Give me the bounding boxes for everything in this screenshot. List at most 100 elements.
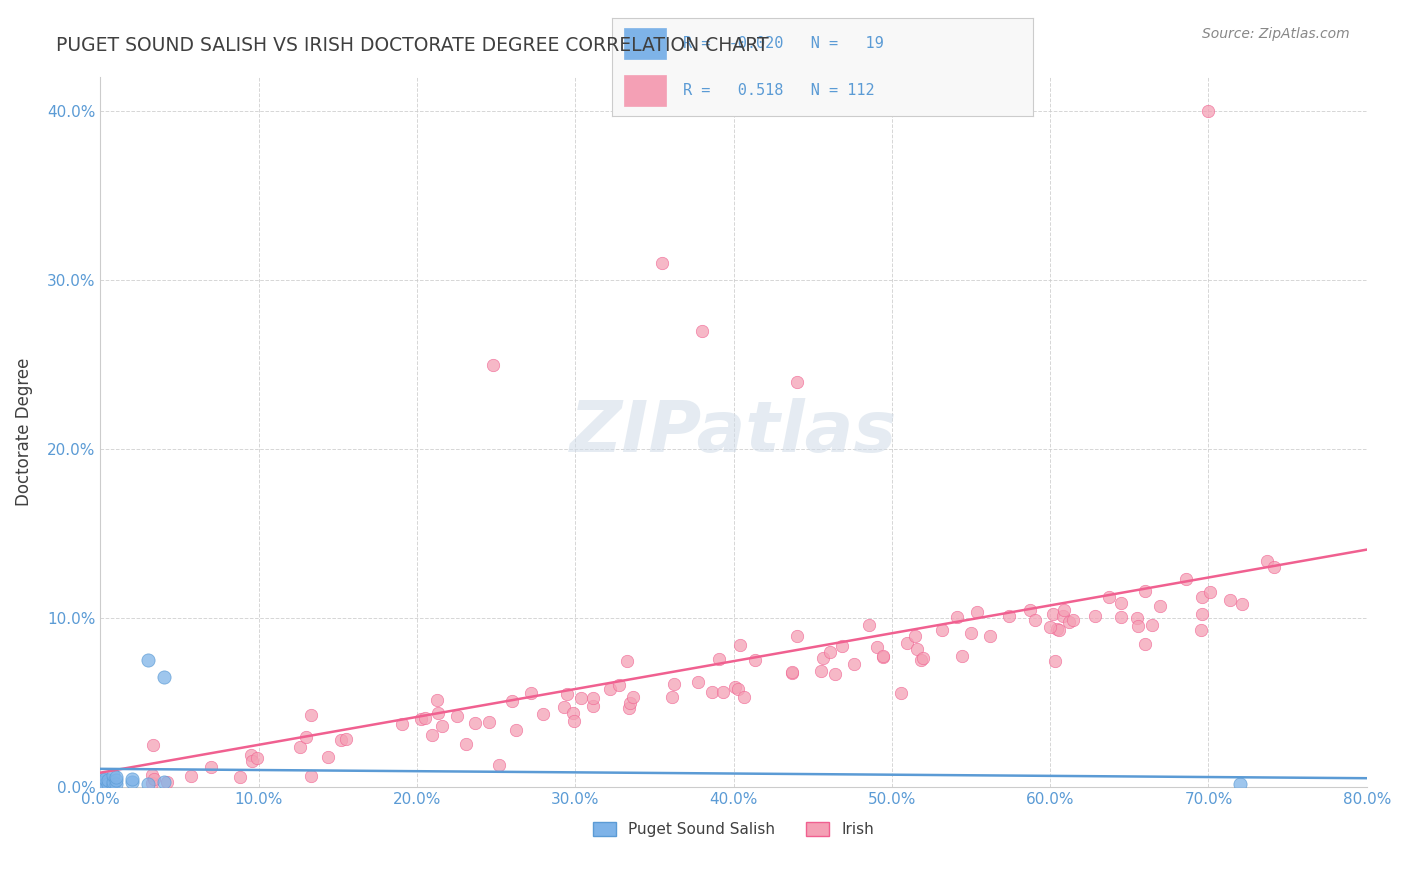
Point bbox=[1039, 619, 1062, 633]
Text: R =   0.518   N = 112: R = 0.518 N = 112 bbox=[683, 83, 875, 98]
Point bbox=[482, 358, 505, 372]
Point bbox=[818, 645, 841, 659]
Point bbox=[1133, 584, 1156, 599]
Point bbox=[662, 677, 685, 691]
Point bbox=[520, 686, 543, 700]
Point bbox=[1175, 572, 1198, 586]
Point bbox=[858, 618, 880, 632]
Point bbox=[90, 772, 112, 786]
Legend: Puget Sound Salish, Irish: Puget Sound Salish, Irish bbox=[588, 816, 880, 843]
Point bbox=[432, 719, 454, 733]
Point bbox=[1098, 590, 1121, 604]
Point bbox=[555, 687, 578, 701]
Point bbox=[246, 750, 269, 764]
Point bbox=[94, 777, 117, 791]
Point bbox=[824, 666, 846, 681]
Point bbox=[810, 665, 832, 679]
Point bbox=[1198, 104, 1220, 119]
Point bbox=[616, 655, 638, 669]
Point bbox=[478, 714, 501, 729]
Point bbox=[1140, 618, 1163, 632]
Point bbox=[1057, 615, 1080, 629]
Point bbox=[707, 651, 730, 665]
Point bbox=[1229, 777, 1251, 791]
Text: Source: ZipAtlas.com: Source: ZipAtlas.com bbox=[1202, 27, 1350, 41]
Point bbox=[912, 650, 935, 665]
Point bbox=[562, 714, 585, 728]
Point bbox=[998, 608, 1021, 623]
Point bbox=[141, 776, 163, 790]
Point bbox=[724, 681, 747, 695]
Text: R =  -0.020   N =   19: R = -0.020 N = 19 bbox=[683, 36, 884, 51]
Point bbox=[1043, 654, 1066, 668]
Point bbox=[1052, 603, 1074, 617]
Point bbox=[831, 639, 853, 653]
Point bbox=[607, 678, 630, 692]
Point bbox=[904, 629, 927, 643]
Point bbox=[101, 775, 124, 789]
Point bbox=[156, 775, 179, 789]
Point bbox=[94, 772, 117, 786]
Point bbox=[1052, 609, 1074, 624]
Point bbox=[582, 699, 605, 714]
Point bbox=[661, 690, 683, 704]
Point bbox=[413, 711, 436, 725]
Text: PUGET SOUND SALISH VS IRISH DOCTORATE DEGREE CORRELATION CHART: PUGET SOUND SALISH VS IRISH DOCTORATE DE… bbox=[56, 36, 769, 54]
Point bbox=[1128, 618, 1150, 632]
Point bbox=[121, 775, 143, 789]
Point bbox=[582, 691, 605, 706]
Point bbox=[409, 712, 432, 726]
Point bbox=[1191, 607, 1213, 621]
Point bbox=[910, 653, 932, 667]
Point bbox=[152, 775, 174, 789]
Point bbox=[1219, 593, 1241, 607]
Point bbox=[456, 737, 478, 751]
Point bbox=[105, 777, 128, 791]
Point bbox=[330, 733, 353, 747]
Point bbox=[842, 657, 865, 672]
Point bbox=[979, 629, 1001, 643]
Point bbox=[931, 623, 953, 637]
Point bbox=[505, 723, 527, 737]
Point bbox=[569, 691, 592, 706]
Point bbox=[464, 716, 486, 731]
Point bbox=[240, 754, 263, 768]
Point bbox=[299, 769, 322, 783]
Point bbox=[1111, 596, 1133, 610]
Point bbox=[599, 681, 621, 696]
Point bbox=[136, 653, 159, 667]
Point bbox=[1232, 597, 1254, 611]
Point bbox=[1263, 560, 1285, 574]
Point bbox=[531, 707, 554, 722]
Point bbox=[105, 773, 128, 788]
Point bbox=[180, 769, 202, 783]
Point bbox=[1019, 603, 1042, 617]
Point bbox=[1084, 609, 1107, 624]
Point bbox=[97, 777, 120, 791]
Point bbox=[786, 375, 808, 389]
Y-axis label: Doctorate Degree: Doctorate Degree bbox=[15, 358, 32, 507]
Point bbox=[617, 701, 640, 715]
Point bbox=[501, 694, 523, 708]
Point bbox=[728, 638, 751, 652]
Point bbox=[1191, 590, 1213, 604]
Point bbox=[488, 758, 510, 772]
Point bbox=[446, 709, 468, 723]
Point bbox=[811, 651, 834, 665]
Point bbox=[1256, 553, 1278, 567]
Point bbox=[651, 256, 673, 270]
Point bbox=[866, 640, 889, 654]
Point bbox=[391, 716, 413, 731]
Point bbox=[711, 685, 734, 699]
Point bbox=[136, 777, 159, 791]
Point bbox=[553, 699, 575, 714]
Point bbox=[142, 772, 165, 787]
Point bbox=[93, 775, 115, 789]
Point bbox=[299, 707, 322, 722]
Point bbox=[1062, 614, 1084, 628]
Point bbox=[872, 648, 894, 663]
Point bbox=[105, 770, 128, 784]
Point bbox=[890, 686, 912, 700]
Point bbox=[872, 650, 894, 665]
Point bbox=[896, 636, 918, 650]
